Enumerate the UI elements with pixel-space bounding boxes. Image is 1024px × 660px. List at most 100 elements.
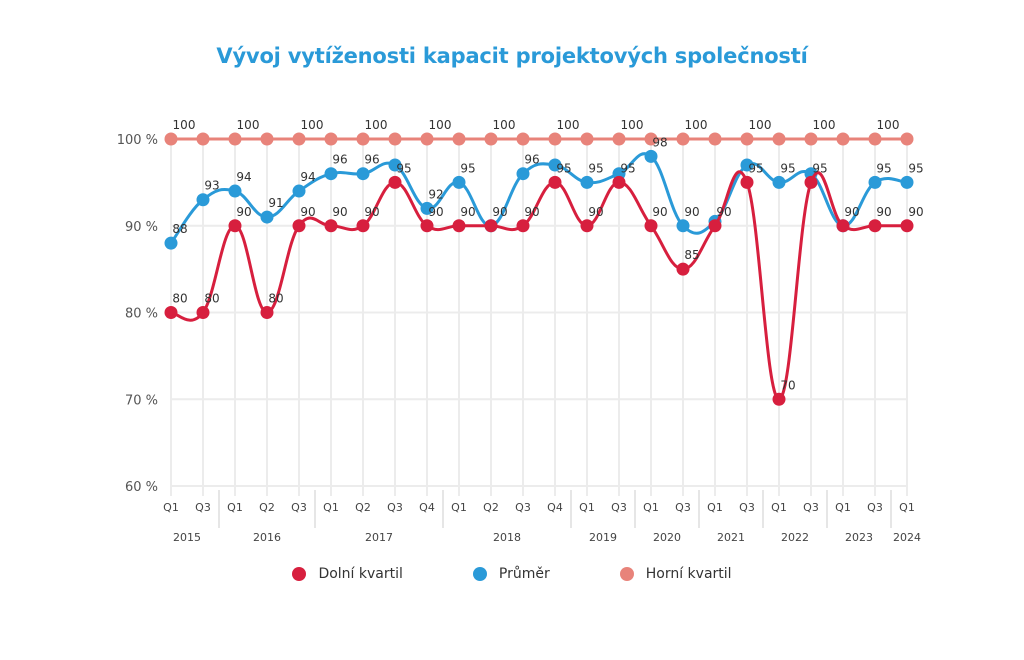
year-label: 2018 bbox=[493, 531, 521, 544]
data-point-horni-kvartil bbox=[484, 132, 498, 146]
data-point-prumer bbox=[164, 236, 178, 250]
x-tick-label: Q3 bbox=[291, 501, 307, 514]
data-point-horni-kvartil bbox=[196, 132, 210, 146]
legend-label: Dolní kvartil bbox=[318, 566, 403, 582]
x-tick-label: Q3 bbox=[803, 501, 819, 514]
data-point-horni-kvartil bbox=[420, 132, 434, 146]
data-label-dolni-kvartil: 90 bbox=[652, 205, 667, 219]
y-tick-label: 100 % bbox=[117, 133, 158, 148]
x-tick-label: Q1 bbox=[163, 501, 179, 514]
data-point-dolni-kvartil bbox=[740, 175, 754, 189]
data-point-prumer bbox=[868, 175, 882, 189]
y-tick-label: 60 % bbox=[125, 480, 158, 495]
data-label-dolni-kvartil: 90 bbox=[364, 205, 379, 219]
data-point-dolni-kvartil bbox=[580, 219, 594, 233]
data-point-dolni-kvartil bbox=[612, 175, 626, 189]
data-point-prumer bbox=[772, 175, 786, 189]
data-point-prumer bbox=[196, 193, 210, 207]
data-label-prumer: 96 bbox=[524, 153, 539, 167]
data-point-prumer bbox=[452, 175, 466, 189]
data-label-dolni-kvartil: 95 bbox=[748, 161, 763, 175]
data-point-horni-kvartil bbox=[868, 132, 882, 146]
data-label-horni-kvartil: 100 bbox=[557, 118, 580, 132]
x-tick-label: Q1 bbox=[323, 501, 339, 514]
data-point-prumer bbox=[644, 149, 658, 163]
data-label-horni-kvartil: 100 bbox=[813, 118, 836, 132]
year-label: 2022 bbox=[781, 531, 809, 544]
data-label-dolni-kvartil: 90 bbox=[236, 205, 251, 219]
data-label-dolni-kvartil: 90 bbox=[428, 205, 443, 219]
data-point-prumer bbox=[580, 175, 594, 189]
data-point-horni-kvartil bbox=[164, 132, 178, 146]
x-tick-label: Q1 bbox=[835, 501, 851, 514]
year-label: 2015 bbox=[173, 531, 201, 544]
data-point-dolni-kvartil bbox=[452, 219, 466, 233]
data-point-prumer bbox=[516, 167, 530, 181]
x-tick-label: Q3 bbox=[515, 501, 531, 514]
x-tick-label: Q4 bbox=[547, 501, 563, 514]
data-label-dolni-kvartil: 90 bbox=[844, 205, 859, 219]
data-label-prumer: 95 bbox=[780, 161, 795, 175]
year-label: 2016 bbox=[253, 531, 281, 544]
x-tick-label: Q1 bbox=[899, 501, 915, 514]
data-point-horni-kvartil bbox=[804, 132, 818, 146]
data-label-prumer: 95 bbox=[588, 161, 603, 175]
data-label-prumer: 96 bbox=[332, 153, 347, 167]
legend-item-horni-kvartil[interactable]: Horní kvartil bbox=[619, 566, 732, 582]
data-point-dolni-kvartil bbox=[228, 219, 242, 233]
data-point-prumer bbox=[900, 175, 914, 189]
data-point-horni-kvartil bbox=[580, 132, 594, 146]
data-point-dolni-kvartil bbox=[804, 175, 818, 189]
data-label-horni-kvartil: 100 bbox=[877, 118, 900, 132]
data-point-dolni-kvartil bbox=[900, 219, 914, 233]
legend-marker-icon bbox=[472, 567, 487, 581]
x-tick-label: Q1 bbox=[451, 501, 467, 514]
data-point-prumer bbox=[548, 158, 562, 172]
data-label-prumer: 90 bbox=[684, 205, 699, 219]
data-label-prumer: 95 bbox=[460, 161, 475, 175]
data-point-horni-kvartil bbox=[740, 132, 754, 146]
data-point-horni-kvartil bbox=[708, 132, 722, 146]
data-point-horni-kvartil bbox=[900, 132, 914, 146]
data-point-prumer bbox=[676, 219, 690, 233]
y-tick-label: 90 % bbox=[125, 220, 158, 235]
x-tick-label: Q1 bbox=[579, 501, 595, 514]
data-label-dolni-kvartil: 90 bbox=[524, 205, 539, 219]
legend-label: Horní kvartil bbox=[645, 566, 732, 582]
data-label-horni-kvartil: 100 bbox=[749, 118, 772, 132]
data-label-dolni-kvartil: 95 bbox=[396, 161, 411, 175]
legend-item-prumer[interactable]: Průměr bbox=[472, 566, 550, 582]
data-label-dolni-kvartil: 95 bbox=[620, 161, 635, 175]
x-tick-label: Q1 bbox=[707, 501, 723, 514]
data-point-horni-kvartil bbox=[228, 132, 242, 146]
data-label-dolni-kvartil: 80 bbox=[268, 292, 283, 306]
data-point-horni-kvartil bbox=[324, 132, 338, 146]
data-point-dolni-kvartil bbox=[196, 306, 210, 319]
data-label-prumer: 93 bbox=[204, 179, 219, 193]
data-point-prumer bbox=[292, 184, 306, 198]
data-point-prumer bbox=[324, 167, 338, 181]
data-point-horni-kvartil bbox=[356, 132, 370, 146]
data-label-dolni-kvartil: 95 bbox=[812, 161, 827, 175]
data-point-prumer bbox=[420, 201, 434, 215]
data-point-dolni-kvartil bbox=[516, 219, 530, 233]
data-label-prumer: 95 bbox=[876, 161, 891, 175]
data-label-prumer: 92 bbox=[428, 187, 443, 201]
data-point-prumer bbox=[740, 158, 754, 172]
series-line-dolni-kvartil bbox=[170, 170, 907, 401]
data-point-prumer bbox=[228, 184, 242, 198]
data-point-horni-kvartil bbox=[676, 132, 690, 146]
year-label: 2024 bbox=[893, 531, 921, 544]
data-label-dolni-kvartil: 90 bbox=[588, 205, 603, 219]
x-tick-label: Q2 bbox=[483, 501, 499, 514]
data-label-prumer: 91 bbox=[268, 196, 283, 210]
legend-item-dolni-kvartil[interactable]: Dolní kvartil bbox=[292, 566, 403, 582]
data-label-prumer: 96 bbox=[364, 153, 379, 167]
data-label-dolni-kvartil: 90 bbox=[332, 205, 347, 219]
data-point-dolni-kvartil bbox=[292, 219, 306, 233]
data-point-dolni-kvartil bbox=[420, 219, 434, 233]
data-point-horni-kvartil bbox=[836, 132, 850, 146]
data-point-dolni-kvartil bbox=[164, 306, 178, 319]
x-tick-label: Q1 bbox=[227, 501, 243, 514]
data-label-prumer: 95 bbox=[908, 161, 923, 175]
